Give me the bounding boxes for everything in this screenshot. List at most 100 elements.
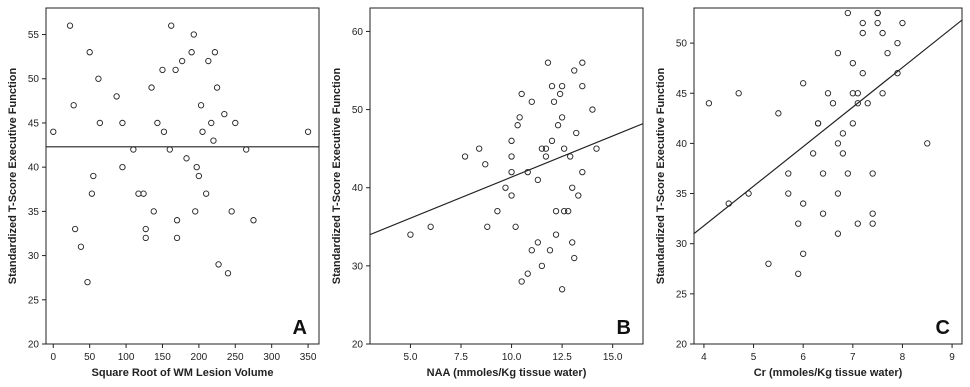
y-tick-label: 30	[676, 239, 688, 250]
data-point	[427, 223, 434, 230]
y-axis-title-c: Standardized T-Score Executive Function	[655, 68, 667, 285]
y-tick-label: 40	[28, 163, 40, 174]
data-point	[879, 29, 886, 37]
data-point	[407, 231, 414, 238]
data-point	[575, 192, 582, 199]
data-point	[518, 90, 525, 98]
data-point	[869, 210, 876, 217]
data-point	[560, 145, 568, 152]
data-point	[593, 145, 600, 152]
x-axis-title-b: NAA (mmoles/Kg tissue water)	[427, 367, 587, 379]
data-point	[71, 225, 79, 233]
data-point	[795, 220, 802, 227]
data-point	[534, 239, 541, 246]
data-point	[199, 128, 206, 135]
data-point	[178, 57, 186, 65]
x-tick-label: 350	[300, 352, 317, 363]
data-point	[874, 9, 881, 17]
panel-b: 5.0 7.5 10.0 12.5 15.0 20 30 40 50 60 NAA (mmoles/…	[331, 7, 644, 379]
data-point	[524, 168, 531, 176]
data-point	[215, 261, 222, 268]
x-tick-label: 5.0	[403, 352, 417, 363]
y-tick-label: 50	[676, 39, 688, 50]
data-point	[800, 250, 807, 257]
data-point	[785, 170, 792, 177]
data-point	[735, 90, 742, 97]
data-point	[154, 119, 161, 127]
data-point	[558, 114, 566, 121]
data-point	[589, 106, 596, 113]
data-point	[849, 120, 856, 127]
data-point	[859, 29, 866, 37]
data-point	[573, 129, 580, 137]
data-point	[140, 190, 147, 197]
data-point	[203, 190, 210, 197]
data-point	[197, 102, 205, 109]
fit-line-c	[694, 19, 962, 235]
data-point	[844, 9, 852, 17]
data-point	[579, 82, 586, 90]
y-tick-label: 20	[676, 340, 688, 351]
data-point	[785, 190, 792, 197]
data-point	[869, 170, 876, 177]
panel-letter-b: B	[617, 317, 631, 339]
y-tick-label: 40	[352, 183, 364, 194]
data-point	[800, 200, 807, 207]
data-point	[558, 82, 566, 90]
data-point	[899, 19, 906, 27]
data-point	[849, 60, 856, 67]
y-tick-label: 40	[676, 139, 688, 150]
data-point	[195, 172, 203, 180]
x-tick-label: 250	[227, 352, 244, 363]
y-tick-label: 45	[676, 89, 688, 100]
data-point	[859, 70, 866, 77]
data-point	[565, 208, 572, 215]
fit-line-b	[370, 123, 643, 236]
data-point	[819, 210, 827, 217]
data-point	[542, 153, 550, 160]
data-point	[484, 223, 491, 230]
data-point	[569, 239, 576, 246]
data-point	[844, 170, 852, 177]
data-point	[476, 145, 483, 152]
data-point	[879, 90, 886, 97]
data-point	[800, 80, 807, 87]
data-point	[88, 190, 96, 197]
x-tick-label: 6	[800, 352, 806, 363]
data-point	[834, 140, 842, 147]
data-point	[550, 98, 558, 105]
y-axis-title-b: Standardized T-Score Executive Function	[331, 68, 343, 285]
data-point	[571, 67, 578, 74]
x-tick-label: 300	[263, 352, 280, 363]
data-point	[66, 22, 74, 29]
data-point	[775, 110, 782, 117]
data-point	[304, 128, 312, 135]
y-tick-label: 25	[676, 289, 688, 300]
data-point	[482, 161, 489, 168]
data-point	[224, 270, 232, 277]
data-point	[193, 164, 200, 171]
data-point	[243, 146, 250, 153]
data-point	[183, 155, 190, 162]
data-point	[765, 260, 772, 267]
y-tick-label: 25	[28, 295, 40, 306]
data-point	[834, 230, 842, 237]
data-point	[538, 145, 546, 152]
data-point	[528, 98, 535, 105]
data-point	[250, 217, 257, 224]
x-tick-label: 15.0	[603, 352, 623, 363]
x-tick-label: 12.5	[552, 352, 572, 363]
data-point	[528, 247, 535, 254]
panel-letter-c: C	[936, 317, 950, 339]
data-point	[160, 128, 168, 135]
x-tick-label: 7.5	[454, 352, 468, 363]
data-point	[96, 119, 104, 127]
panel-letter-a: A	[293, 317, 307, 339]
data-point	[172, 66, 179, 74]
data-point	[554, 122, 562, 129]
data-point	[514, 122, 521, 129]
data-point	[190, 31, 197, 38]
data-point	[221, 110, 228, 118]
